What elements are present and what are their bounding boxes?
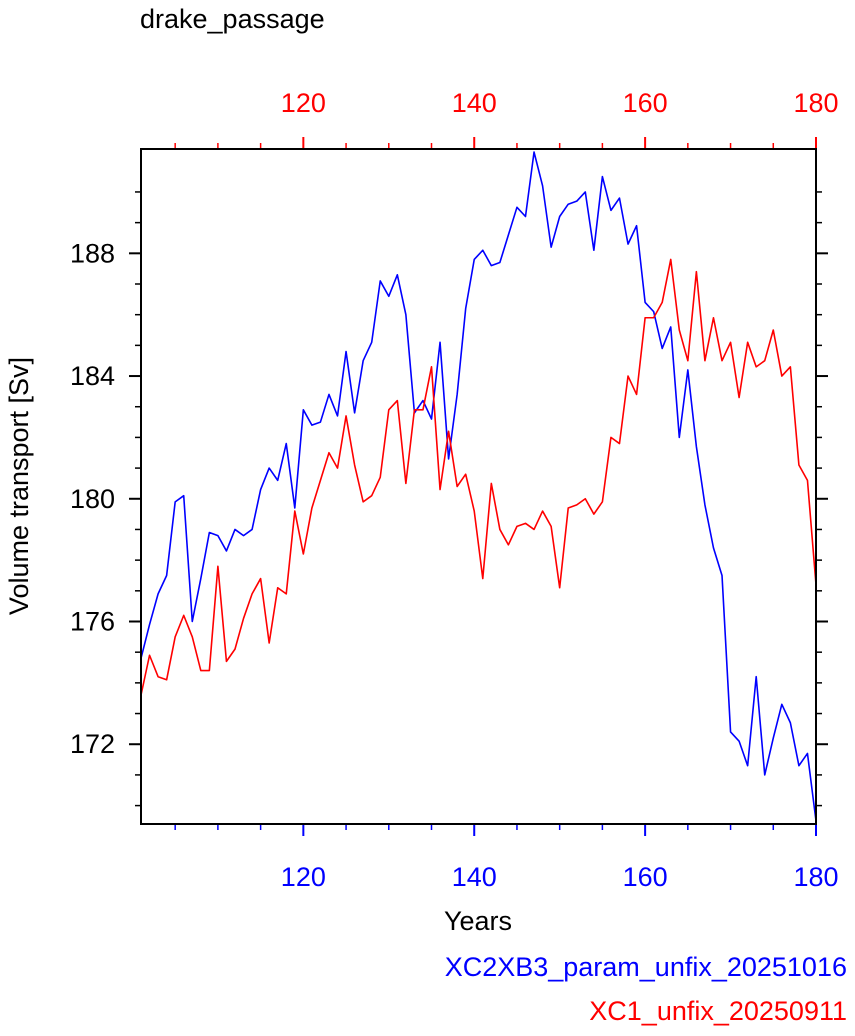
chart-title: drake_passage <box>140 4 325 34</box>
x-tick-label-top: 120 <box>281 88 326 118</box>
y-tick-label: 176 <box>70 607 115 637</box>
legend-entry-series-1: XC2XB3_param_unfix_20251016 <box>444 952 847 982</box>
legend-entry-series-2: XC1_unfix_20250911 <box>589 996 847 1026</box>
y-tick-label: 188 <box>70 238 115 268</box>
y-tick-label: 184 <box>70 361 115 391</box>
series-line-2 <box>140 258 817 696</box>
y-tick-label: 172 <box>70 729 115 759</box>
x-tick-label-bottom: 140 <box>452 862 497 892</box>
series-line-1 <box>140 151 817 822</box>
x-tick-label-top: 140 <box>452 88 497 118</box>
y-axis-label: Volume transport [Sv] <box>4 357 34 615</box>
x-tick-label-top: 180 <box>793 88 838 118</box>
plot-frame <box>140 148 817 825</box>
y-tick-label: 180 <box>70 484 115 514</box>
x-tick-label-top: 160 <box>623 88 668 118</box>
x-tick-label-bottom: 180 <box>793 862 838 892</box>
x-axis-label: Years <box>444 906 512 936</box>
x-tick-label-bottom: 160 <box>623 862 668 892</box>
x-tick-label-bottom: 120 <box>281 862 326 892</box>
